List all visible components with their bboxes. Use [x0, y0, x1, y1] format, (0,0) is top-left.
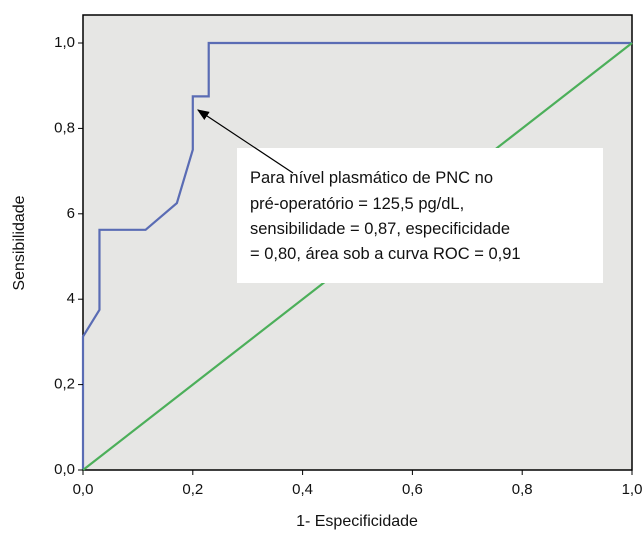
x-tick-label: 0,6 — [402, 481, 423, 498]
x-tick-label: 0,0 — [73, 481, 94, 498]
annotation-line: pré-operatório = 125,5 pg/dL, — [250, 195, 464, 213]
y-tick-label: 0,8 — [54, 119, 75, 136]
y-tick-label: 0,2 — [54, 376, 75, 393]
y-tick-label: 0,0 — [54, 461, 75, 478]
line-series — [81, 41, 632, 470]
x-tick-label: 1,0 — [622, 481, 643, 498]
annotation-line: Para nível plasmático de PNC no — [250, 169, 493, 187]
x-tick-label: 0,8 — [512, 481, 533, 498]
x-tick-label: 0,2 — [182, 481, 203, 498]
annotation-line: = 0,80, área sob a curva ROC = 0,91 — [250, 245, 521, 263]
annotation-line: sensibilidade = 0,87, especificidade — [250, 220, 510, 238]
x-tick-label: 0,4 — [292, 481, 313, 498]
x-axis-label: 1- Especificidade — [296, 513, 418, 530]
annotation-box — [237, 148, 603, 283]
annotation-arrow — [196, 109, 294, 174]
y-tick-label: 1,0 — [54, 34, 75, 51]
y-axis-label: Sensibilidade — [11, 195, 28, 290]
y-tick-label: 6 — [67, 205, 75, 222]
y-tick-label: 4 — [67, 290, 75, 307]
